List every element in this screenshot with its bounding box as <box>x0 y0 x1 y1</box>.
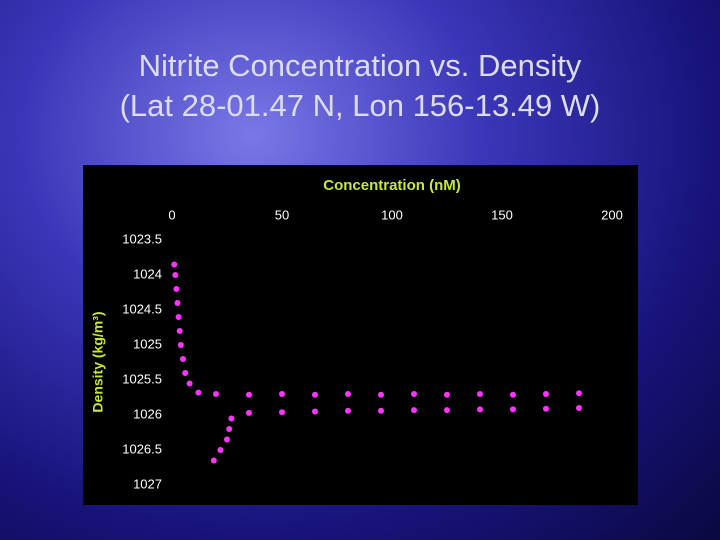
data-point <box>543 405 549 412</box>
data-point <box>378 407 384 414</box>
y-tick-label: 1023.5 <box>122 231 162 246</box>
data-point <box>171 261 178 268</box>
y-tick-label: 1025.5 <box>122 371 162 386</box>
x-tick-label: 0 <box>168 207 175 222</box>
data-point <box>224 436 230 443</box>
y-tick-label: 1026.5 <box>122 441 162 456</box>
data-point <box>510 391 516 398</box>
data-point <box>210 457 217 464</box>
data-point <box>345 407 351 414</box>
data-point <box>182 370 189 376</box>
data-point <box>173 286 180 292</box>
y-axis-title: Density (kg/m³) <box>90 311 106 412</box>
data-point <box>543 391 549 397</box>
data-point <box>246 391 252 398</box>
data-point <box>312 408 318 415</box>
slide-subtitle: (Lat 28-01.47 N, Lon 156-13.49 W) <box>119 88 601 123</box>
data-point <box>279 391 285 397</box>
chart-background <box>83 165 638 505</box>
data-point <box>411 391 417 397</box>
x-axis-title: Concentration (nM) <box>323 177 460 194</box>
x-tick-label: 200 <box>601 207 623 222</box>
data-point <box>180 356 186 362</box>
data-point <box>477 391 483 397</box>
slide-title: Nitrite Concentration vs. Density <box>138 48 582 83</box>
data-point <box>177 342 184 348</box>
x-tick-label: 150 <box>491 207 513 222</box>
data-point <box>226 426 233 432</box>
y-tick-label: 1025 <box>133 336 162 351</box>
x-tick-label: 100 <box>381 207 403 222</box>
data-point <box>576 405 582 411</box>
y-tick-label: 1024 <box>133 266 162 281</box>
y-tick-label: 1024.5 <box>122 301 162 316</box>
data-point <box>345 391 351 397</box>
data-point <box>444 391 450 398</box>
data-point <box>312 391 318 398</box>
data-point <box>444 407 450 414</box>
data-point <box>195 389 202 396</box>
data-point <box>186 380 193 387</box>
data-point <box>576 390 582 397</box>
x-tick-label: 50 <box>275 207 289 222</box>
data-point <box>172 272 179 278</box>
data-point <box>176 328 183 334</box>
data-point <box>217 447 224 453</box>
data-point <box>411 407 417 414</box>
data-point <box>246 409 252 416</box>
y-tick-label: 1026 <box>133 406 162 421</box>
data-point <box>175 314 182 320</box>
data-point <box>174 300 181 306</box>
y-tick-label: 1027 <box>133 476 162 491</box>
data-point <box>378 391 384 398</box>
data-point <box>228 415 235 422</box>
data-point <box>477 406 483 413</box>
data-point <box>279 409 285 416</box>
data-point <box>213 391 219 397</box>
data-point <box>510 406 516 413</box>
